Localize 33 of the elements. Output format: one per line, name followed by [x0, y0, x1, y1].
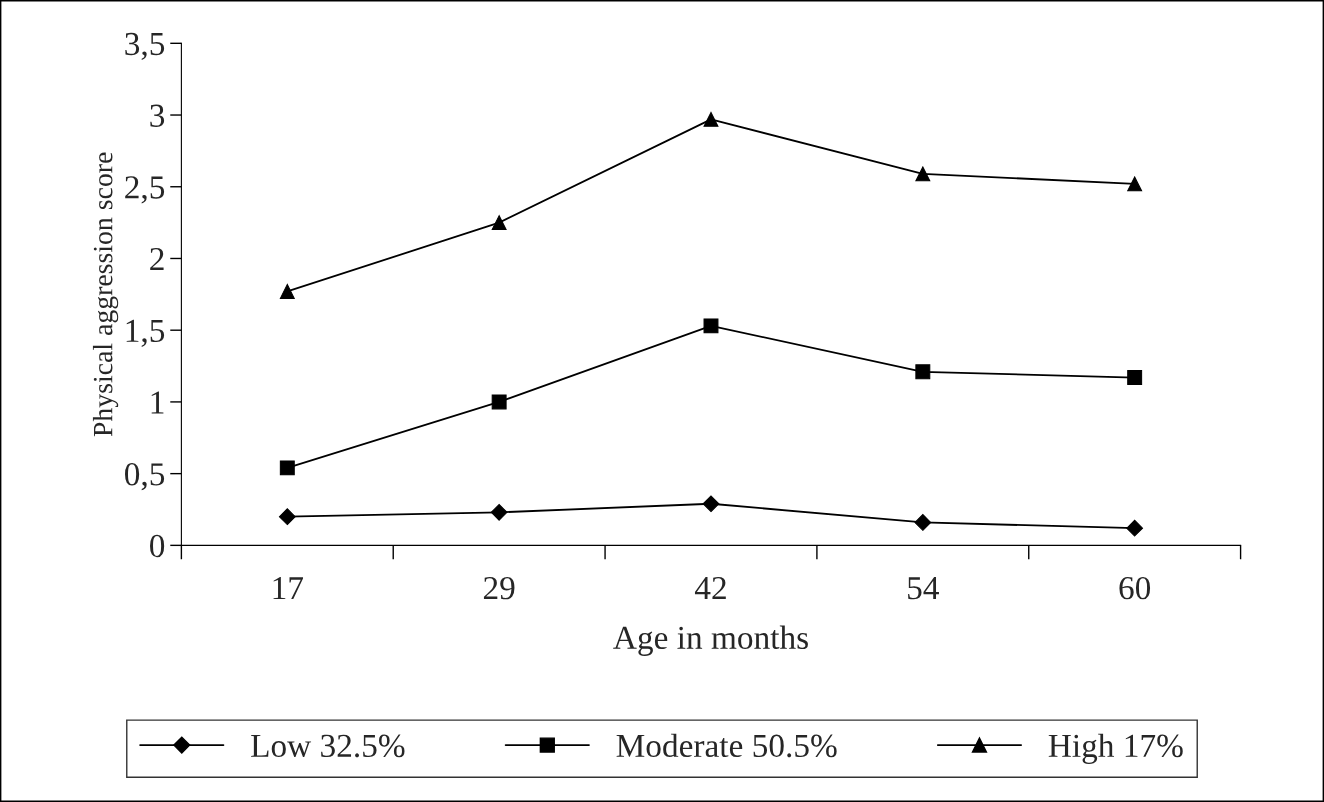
- point: [915, 364, 931, 380]
- x-tick-label: 42: [694, 576, 726, 600]
- y-axis-title: Physical aggression score: [92, 152, 119, 437]
- x-tick-label: 29: [483, 576, 515, 600]
- x-axis-title: Age in months: [613, 625, 808, 656]
- point: [703, 318, 719, 334]
- x-tick-label: 54: [908, 577, 939, 600]
- legend-label: Low 32.5%: [251, 734, 405, 758]
- y-tick-label: 2,5: [125, 176, 165, 204]
- legend-label: Moderate 50.5%: [616, 733, 837, 758]
- y-tick-label: 3,5: [125, 32, 165, 60]
- y-tick-label: 3: [150, 104, 165, 127]
- point: [279, 284, 295, 299]
- point: [279, 460, 295, 476]
- y-tick-label: 1: [151, 391, 164, 414]
- point: [491, 215, 507, 231]
- point: [491, 394, 507, 410]
- point: [915, 166, 931, 182]
- point: [1127, 176, 1143, 192]
- point: [703, 111, 719, 127]
- point: [1126, 519, 1144, 537]
- point: [914, 514, 932, 531]
- y-tick-label: 1,5: [126, 319, 165, 347]
- point: [490, 503, 508, 521]
- y-tick-label: 2: [150, 247, 164, 271]
- legend-label: High 17%: [1048, 733, 1183, 764]
- x-tick-label: 17: [273, 577, 304, 600]
- x-tick-label: 60: [1119, 576, 1151, 600]
- point: [278, 508, 296, 526]
- point: [702, 495, 720, 513]
- y-tick-label: 0,5: [125, 463, 165, 491]
- y-tick-label: 0: [150, 534, 165, 558]
- point: [1127, 370, 1143, 385]
